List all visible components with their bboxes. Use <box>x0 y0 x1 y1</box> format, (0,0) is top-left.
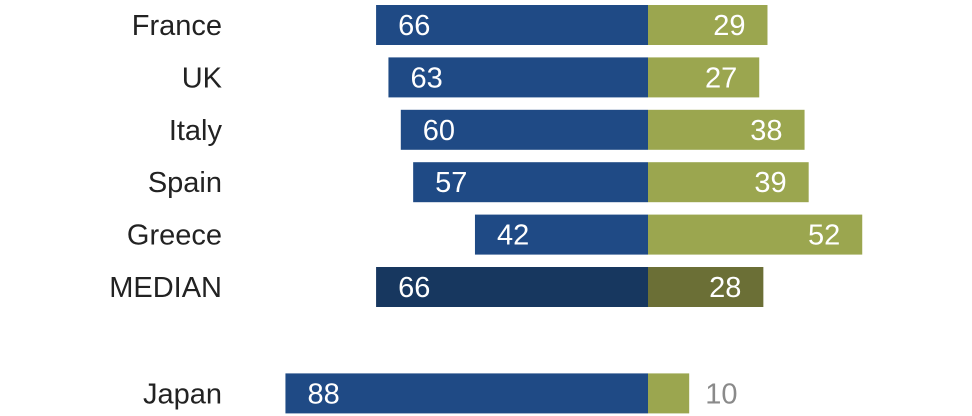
bar-left-japan <box>285 373 648 414</box>
value-label-left-japan: 88 <box>307 378 339 410</box>
bar-right-uk <box>648 57 760 98</box>
category-label-median: MEDIAN <box>109 272 222 304</box>
value-label-left-italy: 60 <box>423 115 455 147</box>
bar-right-japan <box>648 373 690 414</box>
bar-right-italy <box>648 109 805 150</box>
bar-right-france <box>648 5 768 45</box>
value-label-left-france: 66 <box>398 10 430 42</box>
bar-left-uk <box>388 57 648 98</box>
value-label-right-italy: 38 <box>750 115 782 147</box>
value-label-left-greece: 42 <box>497 220 529 252</box>
bar-left-median <box>376 267 648 307</box>
category-label-japan: Japan <box>143 378 222 410</box>
category-label-france: France <box>132 10 222 42</box>
category-label-greece: Greece <box>127 220 222 252</box>
bar-left-italy <box>400 109 648 150</box>
value-label-left-uk: 63 <box>410 62 442 94</box>
bar-left-france <box>376 5 648 45</box>
value-label-right-greece: 52 <box>808 220 840 252</box>
category-label-italy: Italy <box>169 115 223 147</box>
bar-left-greece <box>474 214 648 255</box>
value-label-left-spain: 57 <box>435 167 467 199</box>
bar-left-spain <box>413 162 648 203</box>
value-label-right-spain: 39 <box>754 167 786 199</box>
category-label-spain: Spain <box>148 167 222 199</box>
value-label-right-france: 29 <box>713 10 745 42</box>
bar-right-median <box>648 267 764 307</box>
value-label-right-japan: 10 <box>705 378 737 410</box>
value-label-left-median: 66 <box>398 272 430 304</box>
bar-right-greece <box>648 214 863 255</box>
value-label-right-uk: 27 <box>705 62 737 94</box>
value-label-right-median: 28 <box>709 272 741 304</box>
bar-right-spain <box>648 162 809 203</box>
category-label-uk: UK <box>182 62 223 94</box>
